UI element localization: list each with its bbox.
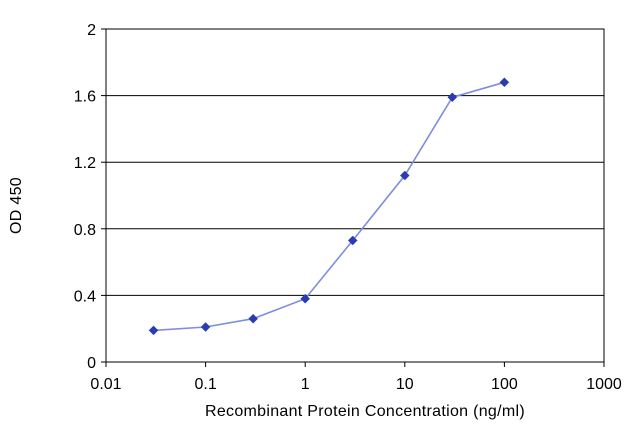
y-tick-label: 0.4	[74, 288, 96, 305]
x-tick-label: 1	[301, 376, 310, 393]
data-point	[200, 322, 211, 332]
data-point	[300, 293, 311, 304]
x-tick-label: 10	[396, 376, 414, 393]
x-tick-label: 0.01	[90, 376, 121, 393]
y-axis-label: OD 450	[8, 177, 25, 234]
data-point	[499, 77, 510, 88]
series-line	[153, 81, 505, 332]
series	[148, 77, 510, 336]
data-point	[148, 325, 159, 336]
data-point	[248, 313, 258, 324]
y-tick-label: 0	[87, 355, 96, 372]
x-tick-label: 1000	[586, 376, 622, 393]
x-tick-label: 100	[491, 376, 518, 393]
data-point	[447, 92, 458, 103]
data-point	[399, 170, 410, 181]
y-tick-label: 1.6	[74, 89, 96, 106]
plot-frame	[105, 28, 605, 363]
y-tick-label: 0.8	[74, 222, 96, 239]
grid-lines	[106, 95, 604, 296]
y-tick-label: 1.2	[74, 155, 96, 172]
y-axis: 0 0.4 0.8 1.2 1.6 2	[74, 22, 106, 372]
data-point	[347, 235, 358, 246]
x-tick-label: 0.1	[194, 376, 216, 393]
y-tick-label: 2	[87, 22, 96, 39]
x-axis: 0.01 0.1 1 10 100 1000	[90, 362, 622, 393]
x-axis-label: Recombinant Protein Concentration (ng/ml…	[205, 403, 525, 420]
